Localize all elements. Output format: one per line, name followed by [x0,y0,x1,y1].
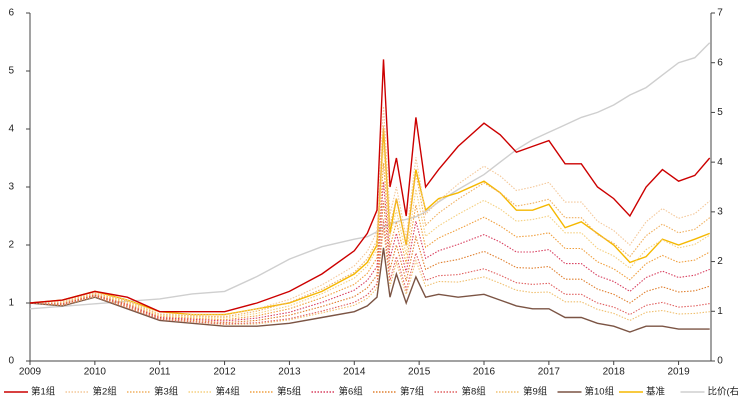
series-line [30,126,710,317]
legend-label: 第9组 [523,386,548,398]
x-tick-label: 2015 [408,367,431,378]
y-tick-label: 3 [8,182,14,193]
y2-tick-label: 1 [717,306,723,317]
y-tick-label: 0 [8,356,14,367]
legend-label: 第6组 [339,386,364,398]
y-tick-label: 2 [8,240,14,251]
x-tick-label: 2009 [19,367,42,378]
y-tick-label: 6 [8,8,14,19]
legend-label: 第5组 [277,386,302,398]
series-line [30,106,710,315]
x-tick-label: 2017 [538,367,561,378]
y-tick-label: 1 [8,298,14,309]
y-tick-label: 4 [8,124,14,135]
legend-label: 第10组 [585,386,615,398]
legend-label: 第1组 [31,386,56,398]
y2-tick-label: 5 [717,107,723,118]
series-line [30,182,710,321]
series-line [30,43,710,309]
x-tick-label: 2019 [667,367,690,378]
y2-tick-label: 6 [717,57,723,68]
legend-label: 第3组 [154,386,179,398]
x-tick-label: 2016 [473,367,496,378]
y2-tick-label: 3 [717,206,723,217]
series-line [30,144,710,318]
legend-label: 比价(右轴 [708,386,738,398]
x-tick-label: 2014 [343,367,366,378]
x-tick-label: 2018 [603,367,626,378]
y-tick-label: 5 [8,66,14,77]
legend-label: 第8组 [462,386,487,398]
y2-tick-label: 4 [717,157,723,168]
x-tick-label: 2010 [84,367,107,378]
legend-label: 第4组 [216,386,241,398]
legend-label: 第7组 [400,386,425,398]
x-tick-label: 2012 [213,367,236,378]
legend-label: 基准 [646,386,666,398]
y2-tick-label: 2 [717,256,723,267]
series-line [30,129,710,315]
series-line [30,59,710,311]
x-tick-label: 2011 [149,367,171,378]
x-tick-label: 2013 [278,367,301,378]
y2-tick-label: 0 [717,356,723,367]
legend-label: 第2组 [93,386,118,398]
y2-tick-label: 7 [717,8,723,19]
